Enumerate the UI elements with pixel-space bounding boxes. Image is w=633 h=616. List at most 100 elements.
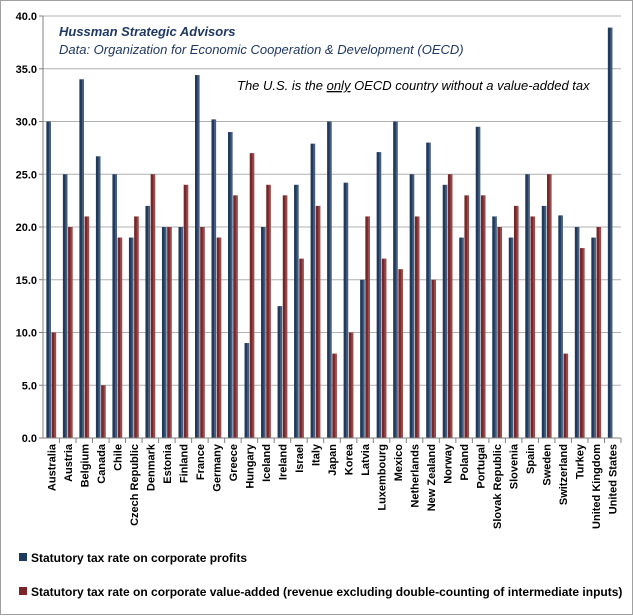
bar-shading bbox=[599, 227, 602, 438]
category-label: Greece bbox=[228, 444, 240, 481]
bar-shading bbox=[351, 332, 354, 438]
bar-profits bbox=[442, 184, 448, 438]
bar-value-added bbox=[68, 227, 73, 438]
bar-profits bbox=[310, 143, 316, 438]
bar-value-added-body bbox=[563, 353, 569, 438]
category-label: Switzerland bbox=[558, 444, 570, 505]
bar-profits bbox=[244, 343, 250, 438]
bar-shading bbox=[362, 279, 365, 438]
legend-swatch-profits bbox=[19, 553, 27, 561]
category-label: Mexico bbox=[393, 444, 405, 482]
bar-shading bbox=[461, 237, 464, 438]
bar-shading bbox=[169, 227, 172, 438]
bar-shading bbox=[136, 216, 139, 438]
bar-profits-body bbox=[574, 227, 580, 438]
bar-shading bbox=[54, 332, 57, 438]
legend-label-value-added: Statutory tax rate on corporate value-ad… bbox=[31, 585, 622, 599]
y-tick-label: 25.0 bbox=[16, 169, 37, 181]
bar-value-added bbox=[563, 353, 569, 438]
category-label: Turkey bbox=[575, 443, 587, 479]
annotation-after: OECD country without a value-added tax bbox=[350, 78, 590, 93]
bar-shading bbox=[186, 184, 189, 438]
bar-shading bbox=[131, 237, 134, 438]
bar-profits bbox=[376, 152, 382, 438]
bar-profits-body bbox=[541, 205, 547, 438]
category-label: Spain bbox=[525, 444, 537, 474]
bar-shading bbox=[450, 174, 453, 438]
category-label: Czech Republic bbox=[129, 444, 141, 526]
bar-shading bbox=[181, 227, 184, 438]
bar-profits-body bbox=[46, 121, 51, 438]
y-tick-label: 30.0 bbox=[16, 117, 37, 129]
bar-value-added-body bbox=[167, 227, 172, 438]
category-label: Poland bbox=[459, 444, 471, 481]
bar-shading bbox=[395, 121, 398, 438]
bar-profits bbox=[145, 205, 151, 438]
bar-profits bbox=[525, 174, 530, 438]
bar-value-added bbox=[233, 195, 238, 438]
bar-value-added-body bbox=[84, 216, 90, 438]
bar-profits-body bbox=[178, 227, 184, 438]
category-label: Estonia bbox=[162, 443, 174, 484]
bar-value-added bbox=[315, 205, 321, 438]
bar-profits-body bbox=[459, 237, 464, 438]
bar-profits-body bbox=[62, 174, 68, 438]
bar-shading bbox=[214, 119, 217, 438]
bar-shading bbox=[252, 153, 255, 438]
bar-value-added bbox=[497, 227, 503, 438]
bar-profits-body bbox=[442, 184, 448, 438]
bar-profits bbox=[327, 121, 332, 438]
category-label: Chile bbox=[112, 444, 124, 471]
bar-shading bbox=[400, 269, 403, 438]
bar-shading bbox=[235, 195, 238, 438]
bar-value-added-body bbox=[282, 195, 288, 438]
bar-shading bbox=[301, 258, 304, 438]
bar-value-added bbox=[101, 385, 106, 438]
bar-value-added-body bbox=[332, 353, 337, 438]
bar-shading bbox=[610, 27, 613, 438]
bar-profits-body bbox=[244, 343, 250, 438]
annotation-before: The U.S. is the bbox=[237, 78, 327, 93]
bar-shading bbox=[527, 174, 530, 438]
bar-value-added-body bbox=[117, 237, 123, 438]
bar-shading bbox=[516, 205, 519, 438]
category-label: Finland bbox=[178, 444, 190, 483]
bars bbox=[46, 27, 613, 439]
bar-value-added bbox=[84, 216, 90, 438]
bar-value-added bbox=[282, 195, 288, 438]
bar-value-added-body bbox=[580, 248, 585, 438]
gridlines bbox=[43, 15, 621, 386]
bar-profits-body bbox=[128, 237, 134, 438]
bar-value-added-body bbox=[134, 216, 139, 438]
category-label: Slovak Republic bbox=[492, 444, 504, 529]
bar-value-added bbox=[183, 184, 189, 438]
category-label: Korea bbox=[344, 443, 356, 475]
bar-profits bbox=[228, 132, 233, 439]
bar-shading bbox=[98, 156, 101, 438]
bar-profits-body bbox=[525, 174, 530, 438]
bar-shading bbox=[313, 143, 316, 438]
category-label: Sweden bbox=[542, 444, 554, 486]
bar-value-added-body bbox=[101, 385, 106, 438]
bar-shading bbox=[65, 174, 68, 438]
bar-profits bbox=[194, 75, 200, 438]
bar-shading bbox=[219, 237, 222, 438]
bar-profits-body bbox=[393, 121, 398, 438]
bar-shading bbox=[433, 279, 436, 438]
bar-value-added-body bbox=[414, 216, 420, 438]
category-label: France bbox=[195, 444, 207, 480]
bar-value-added bbox=[546, 174, 552, 438]
legend-label-profits: Statutory tax rate on corporate profits bbox=[31, 551, 247, 565]
bar-value-added bbox=[266, 184, 271, 438]
bar-shading bbox=[478, 126, 481, 439]
bar-profits bbox=[211, 119, 217, 438]
bar-profits-body bbox=[343, 182, 349, 438]
bar-profits bbox=[475, 126, 481, 439]
category-labels: Australia Austria Belgium Canada Chile Czech … bbox=[46, 443, 619, 529]
bar-profits bbox=[112, 174, 118, 438]
bar-value-added bbox=[150, 174, 156, 438]
bar-shading bbox=[202, 227, 205, 438]
bar-value-added bbox=[167, 227, 172, 438]
bar-value-added-body bbox=[299, 258, 304, 438]
